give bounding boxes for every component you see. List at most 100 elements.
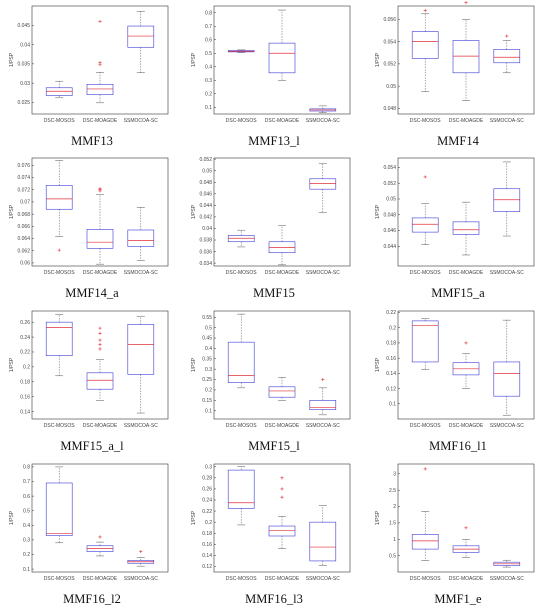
box-group [493,319,521,416]
y-tick-label: 0.28 [202,476,212,482]
y-tick-label: 0.074 [17,175,30,181]
box-group [127,549,155,567]
box-group [493,559,521,568]
y-tick-label: 0.2 [389,325,396,331]
box-group [45,160,73,252]
outlier-marker [98,61,102,65]
y-axis-label: 1/PSP [9,52,15,67]
y-tick-label: 0.052 [383,62,396,68]
category-label: DSC-MOAGDE [449,270,484,276]
box-group [268,476,296,549]
y-tick-label: 0.5 [389,553,396,559]
iqr-box [411,534,439,550]
y-axis-label: 1/PSP [375,510,381,525]
chart-caption: MMF13_l [248,134,300,148]
y-tick-label: 0.045 [17,23,30,29]
y-tick-label: 0.24 [202,498,212,504]
category-label: DSC-MOAGDE [265,118,300,124]
box-group [452,341,480,389]
y-tick-label: 0.072 [17,187,30,193]
outlier-marker [98,535,102,539]
y-tick-label: 0.25 [202,377,212,383]
y-tick-label: 0.076 [17,163,30,169]
outlier-marker [98,326,102,330]
category-label: SSMOCOA-SC [124,423,159,429]
box-group [493,161,521,237]
box-group [452,1,480,101]
y-tick-label: 0.15 [202,398,212,404]
iqr-box [268,42,296,74]
y-tick-label: 0.025 [17,100,30,106]
y-tick-label: 0.24 [20,335,30,341]
chart-panel: 0.06 0.062 0.064 0.066 0.068 0.07 0.072 0.074 0.… [0,152,184,302]
chart-caption: MMF16_l1 [429,439,487,453]
y-tick-label: 0.2 [205,91,212,97]
outlier-marker [139,549,143,554]
category-label: DSC-MOAGDE [449,118,484,124]
y-tick-label: 0.1 [205,408,212,414]
box-plot: 0.06 0.062 0.064 0.066 0.068 0.07 0.072 0.074 0.… [9,157,169,276]
category-label: DSC-MOSOS [226,270,258,276]
iqr-box [309,521,337,562]
chart-caption: MMF16_l3 [245,592,303,606]
iqr-box [45,482,73,536]
y-tick-label: 0.2 [23,552,30,558]
plot-frame [397,463,535,573]
chart-panel: 0.1 0.15 0.2 0.25 0.3 0.35 0.4 0.45 0.5 0.55 1/PSP… [182,305,366,455]
y-tick-label: 0.1 [205,105,212,111]
y-axis-label: 1/PSP [191,204,197,219]
category-label: DSC-MOAGDE [83,118,118,124]
iqr-box [452,40,480,74]
y-tick-label: 0.22 [386,310,396,316]
y-tick-label: 0.035 [17,62,30,68]
category-label: SSMOCOA-SC [306,270,341,276]
y-tick-label: 0.056 [383,17,396,23]
iqr-box [45,87,73,96]
iqr-box [86,372,114,390]
iqr-box [411,320,439,363]
y-tick-label: 0.064 [17,236,30,242]
y-tick-label: 0.5 [205,325,212,331]
y-tick-label: 0.034 [199,261,212,267]
iqr-box [227,469,255,509]
box-group [493,34,521,74]
category-label: DSC-MOSOS [410,423,442,429]
y-tick-label: 0.04 [202,226,212,232]
y-tick-label: 0.036 [199,249,212,255]
box-group [86,186,114,265]
y-tick-label: 0.35 [202,356,212,362]
box-group [227,49,255,53]
iqr-box [127,229,155,247]
y-tick-label: 0.16 [386,356,396,362]
y-tick-label: 2.5 [389,488,396,494]
category-label: DSC-MOSOS [226,423,258,429]
box-group [309,505,337,566]
y-tick-label: 0.14 [386,371,396,377]
outlier-marker [280,476,284,480]
chart-caption: MMF14_a [65,286,119,300]
box-plot: 0.5 1 1.5 2 2.5 3 1/PSP DSC-MOSOS DSC-MOAGDE SSMO… [375,463,535,582]
box-group [309,163,337,213]
y-axis-label: 1/PSP [375,357,381,372]
y-tick-label: 0.038 [199,238,212,244]
outlier-marker [423,467,427,471]
category-label: SSMOCOA-SC [306,423,341,429]
y-axis-label: 1/PSP [191,510,197,525]
box-group [227,466,255,526]
y-tick-label: 0.12 [386,386,396,392]
plot-frame [397,157,535,267]
box-group [86,326,114,401]
outlier-marker [321,377,325,382]
outlier-marker [423,175,427,179]
y-tick-label: 0.26 [202,487,212,493]
iqr-box [86,84,114,96]
y-tick-label: 0.8 [23,465,30,471]
box-plot: 0.1 0.2 0.3 0.4 0.5 0.6 0.7 0.8 1/PSP DSC-MOSOS DS… [191,5,351,124]
outlier-marker [464,1,468,5]
chart-caption: MMF15 [253,286,295,300]
iqr-box [86,229,114,249]
box-group [452,201,480,256]
category-label: DSC-MOSOS [226,118,258,124]
box-group [127,315,155,414]
